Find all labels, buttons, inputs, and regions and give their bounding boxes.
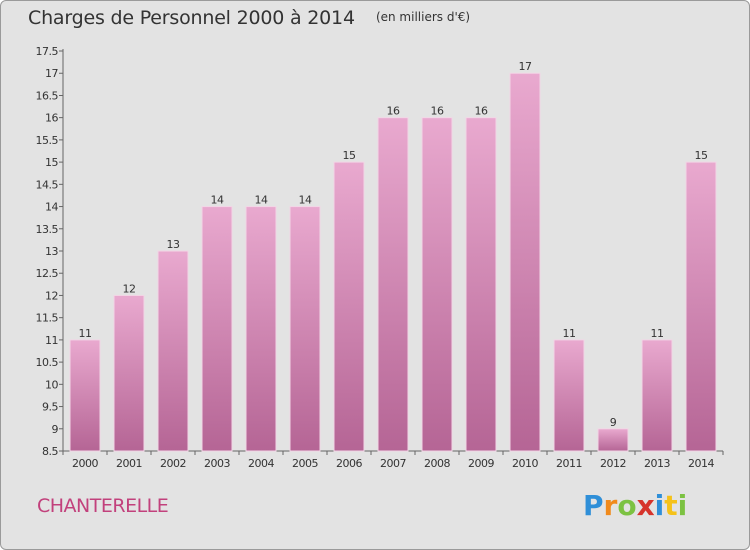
y-tick-label: 15.5	[36, 134, 59, 147]
bar-2000	[69, 339, 101, 452]
x-tick-label: 2007	[380, 457, 406, 470]
data-label: 13	[167, 238, 180, 251]
logo-letter: i	[654, 489, 665, 522]
data-label: 17	[519, 60, 532, 73]
y-tick-label: 14	[45, 201, 58, 214]
proxiti-logo: Proxiti	[583, 489, 687, 522]
x-tick-label: 2002	[160, 457, 186, 470]
bar-2008	[421, 117, 453, 452]
y-tick-label: 16	[45, 112, 58, 125]
chart-subtitle: (en milliers d'€)	[375, 10, 471, 24]
logo-letter: x	[636, 489, 655, 522]
y-tick-label: 17.5	[36, 45, 59, 58]
x-tick-label: 2010	[512, 457, 538, 470]
bars	[69, 72, 717, 452]
y-tick-label: 8.5	[42, 445, 58, 458]
x-tick-label: 2013	[644, 457, 670, 470]
x-tick-label: 2005	[292, 457, 318, 470]
data-label: 12	[123, 282, 136, 295]
data-label: 16	[387, 105, 400, 118]
bar-2012	[597, 428, 629, 452]
logo-letter: t	[664, 489, 678, 522]
data-label: 14	[299, 194, 312, 207]
x-tick-label: 2012	[600, 457, 626, 470]
data-label: 11	[79, 327, 92, 340]
data-label: 14	[211, 194, 224, 207]
y-tick-label: 13	[45, 245, 58, 258]
title-row: Charges de Personnel 2000 à 2014 (en mil…	[28, 7, 470, 29]
data-label: 11	[651, 327, 664, 340]
bar-2013	[641, 339, 673, 452]
data-label: 9	[610, 416, 617, 429]
bar-2004	[245, 206, 277, 452]
y-tick-label: 10.5	[36, 356, 59, 369]
x-tick-label: 2014	[688, 457, 714, 470]
bar-2011	[553, 339, 585, 452]
y-tick-label: 11	[45, 334, 58, 347]
bar-2003	[201, 206, 233, 452]
y-tick-label: 14.5	[36, 178, 59, 191]
bar-2014	[685, 161, 717, 452]
data-label: 16	[475, 105, 488, 118]
logo-letter: i	[677, 489, 688, 522]
x-tick-label: 2008	[424, 457, 450, 470]
logo-letter: P	[583, 489, 604, 522]
x-tick-label: 2006	[336, 457, 362, 470]
data-label: 16	[431, 105, 444, 118]
x-tick-label: 2003	[204, 457, 230, 470]
logo-letter: o	[617, 489, 637, 522]
x-tick-label: 2009	[468, 457, 494, 470]
bar-2002	[157, 250, 189, 452]
x-tick-label: 2001	[116, 457, 142, 470]
y-tick-label: 13.5	[36, 223, 59, 236]
y-tick-label: 10	[45, 378, 58, 391]
x-tick-label: 2000	[72, 457, 98, 470]
data-label: 11	[563, 327, 576, 340]
logo-letter: r	[603, 489, 618, 522]
bar-2006	[333, 161, 365, 452]
chart-title: Charges de Personnel 2000 à 2014	[28, 7, 355, 29]
y-tick-label: 11.5	[36, 312, 59, 325]
data-label: 15	[695, 149, 708, 162]
bar-2010	[509, 72, 541, 452]
y-tick-label: 17	[45, 67, 58, 80]
y-tick-label: 12.5	[36, 267, 59, 280]
bar-2007	[377, 117, 409, 452]
data-label: 15	[343, 149, 356, 162]
y-tick-label: 15	[45, 156, 58, 169]
bar-2009	[465, 117, 497, 452]
y-tick-label: 12	[45, 289, 58, 302]
y-tick-label: 16.5	[36, 89, 59, 102]
y-tick-label: 9	[52, 423, 59, 436]
bar-2005	[289, 206, 321, 452]
x-tick-label: 2011	[556, 457, 582, 470]
commune-name: CHANTERELLE	[37, 495, 169, 517]
data-label: 14	[255, 194, 268, 207]
bar-2001	[113, 294, 145, 452]
y-tick-label: 9.5	[42, 401, 58, 414]
data-labels: 11 12 13 14 14 14 15 16 16 16 17 11 9 11 15	[79, 60, 709, 429]
x-tick-label: 2004	[248, 457, 274, 470]
